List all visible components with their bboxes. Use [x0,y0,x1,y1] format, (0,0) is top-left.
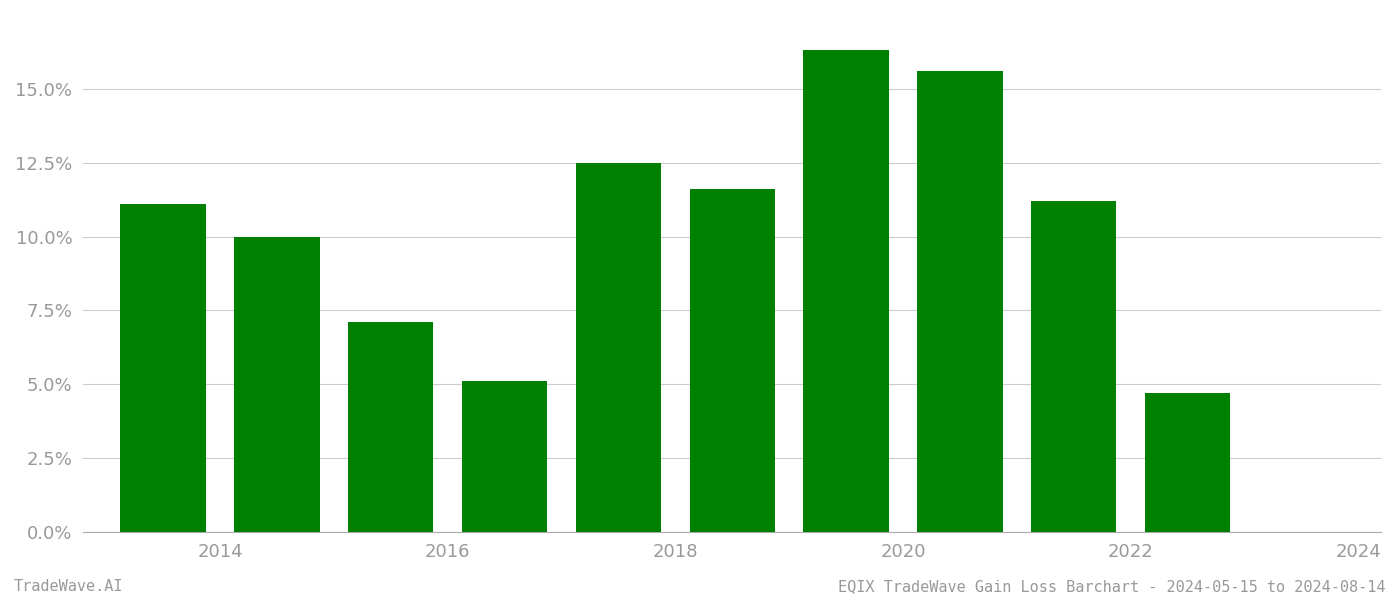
Bar [804,50,889,532]
Text: EQIX TradeWave Gain Loss Barchart - 2024-05-15 to 2024-08-14: EQIX TradeWave Gain Loss Barchart - 2024… [839,579,1386,594]
Bar [120,204,206,532]
Bar [575,163,661,532]
Text: TradeWave.AI: TradeWave.AI [14,579,123,594]
Bar [349,322,434,532]
Bar [1030,201,1116,532]
Bar [234,236,319,532]
Bar [1145,393,1231,532]
Bar [917,71,1002,532]
Bar [462,381,547,532]
Bar [690,189,776,532]
